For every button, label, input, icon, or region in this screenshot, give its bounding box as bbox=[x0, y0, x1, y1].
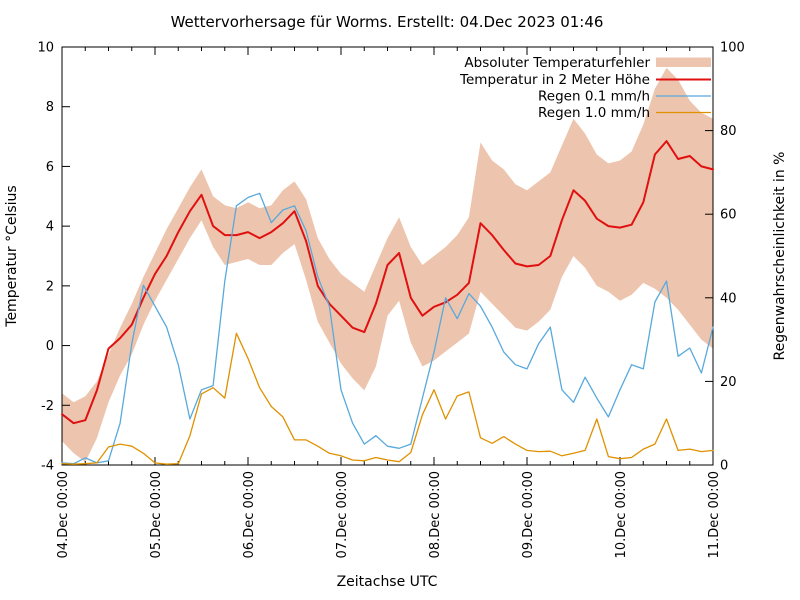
legend-swatch-error-band bbox=[656, 57, 711, 67]
x-tick-label: 11.Dec 00:00 bbox=[707, 471, 722, 558]
y2-axis-label: Regenwahrscheinlichkeit in % bbox=[772, 152, 788, 361]
x-tick-label: 07.Dec 00:00 bbox=[335, 471, 350, 558]
y-tick-label-temp: 4 bbox=[46, 220, 54, 235]
y-tick-label-rain: 80 bbox=[720, 124, 737, 139]
legend-label-rain10: Regen 1.0 mm/h bbox=[538, 105, 650, 121]
temperature-line bbox=[61, 140, 714, 425]
y-axis-label: Temperatur °Celsius bbox=[4, 185, 20, 327]
y-tick-label-temp: -4 bbox=[41, 459, 54, 474]
y-tick-label-temp: 8 bbox=[46, 100, 54, 115]
rain-01mm-line bbox=[61, 192, 714, 465]
y-tick-label-temp: 0 bbox=[46, 339, 54, 354]
rain-10mm-line bbox=[61, 332, 714, 465]
y-tick-label-rain: 20 bbox=[720, 375, 737, 390]
legend-label-error-band: Absoluter Temperaturfehler bbox=[464, 55, 650, 71]
legend: Absoluter Temperaturfehler Temperatur in… bbox=[459, 55, 711, 121]
y-tick-label-rain: 40 bbox=[720, 291, 737, 306]
y-tick-label-temp: 6 bbox=[46, 160, 54, 175]
x-tick-label: 10.Dec 00:00 bbox=[614, 471, 629, 558]
x-tick-label: 09.Dec 00:00 bbox=[521, 471, 536, 558]
legend-label-rain01: Regen 0.1 mm/h bbox=[538, 89, 650, 105]
y-tick-label-temp: -2 bbox=[41, 399, 54, 414]
legend-label-temperature: Temperatur in 2 Meter Höhe bbox=[459, 72, 650, 88]
x-tick-label: 08.Dec 00:00 bbox=[428, 471, 443, 558]
y-tick-label-temp: 2 bbox=[46, 279, 54, 294]
y-tick-label-rain: 60 bbox=[720, 208, 737, 223]
axes-layer bbox=[61, 46, 714, 466]
x-tick-label: 06.Dec 00:00 bbox=[242, 471, 257, 558]
y-tick-label-rain: 100 bbox=[720, 41, 745, 56]
x-tick-label: 04.Dec 00:00 bbox=[56, 471, 71, 558]
tick-label-layer: 04.Dec 00:00 05.Dec 00:00 06.Dec 00:00 07.D… bbox=[37, 41, 744, 559]
chart-title: Wettervorhersage für Worms. Erstellt: 04… bbox=[171, 13, 604, 31]
y-tick-label-temp: 10 bbox=[37, 41, 54, 56]
x-axis-label: Zeitachse UTC bbox=[337, 574, 438, 590]
x-tick-label: 05.Dec 00:00 bbox=[149, 471, 164, 558]
y-tick-label-rain: 0 bbox=[720, 459, 728, 474]
series-layer bbox=[61, 140, 714, 465]
